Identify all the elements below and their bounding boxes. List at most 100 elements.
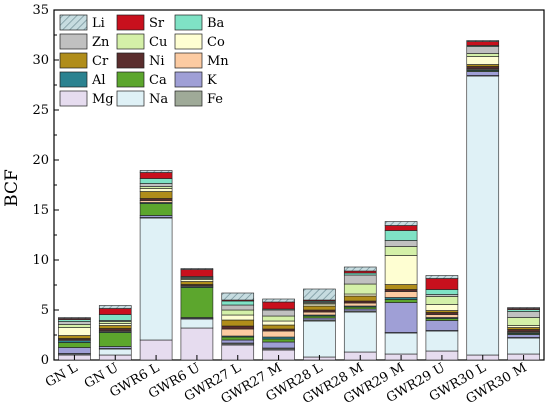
bar-segment-li (507, 307, 540, 309)
bar-segment-na (139, 217, 173, 341)
y-tick-label: 15 (32, 203, 49, 218)
bar-stack (180, 268, 214, 361)
bar-segment-cu (343, 283, 377, 295)
bar-stack (425, 275, 459, 361)
bar-segment-zn (262, 309, 295, 317)
bar-segment-ba (98, 314, 132, 321)
bar-segment-sr (466, 41, 500, 46)
legend-label: Sr (149, 16, 165, 31)
bar-segment-zn (139, 183, 173, 187)
y-tick-label: 20 (32, 153, 49, 168)
legend-label: Ni (149, 54, 165, 69)
bar-segment-sr (180, 269, 214, 277)
legend-swatch (174, 90, 203, 107)
bar-segment-co (58, 327, 91, 336)
bar-segment-sr (425, 278, 459, 290)
bar-segment-ba (139, 178, 173, 184)
bar-segment-mn (343, 302, 377, 307)
legend-item-mg: Mg (59, 90, 114, 107)
bar-segment-na (466, 75, 500, 356)
legend-item-sr: Sr (116, 14, 165, 31)
bar-segment-ca (384, 299, 418, 303)
bar-segment-li (303, 288, 336, 301)
bar-stack (343, 266, 377, 361)
bar-segment-cr (303, 305, 336, 311)
bar-segment-na (425, 330, 459, 352)
bar-segment-mn (139, 200, 173, 203)
bar-segment-li (98, 305, 132, 309)
bars (58, 40, 540, 361)
bar-segment-ba (221, 300, 255, 306)
bar-segment-ba (384, 230, 418, 241)
legend-swatch (59, 71, 88, 88)
bar-segment-zn (507, 311, 540, 318)
bar-stack (139, 170, 173, 361)
bar-segment-cr (180, 281, 214, 285)
legend-swatch (59, 52, 88, 69)
legend-swatch (116, 90, 145, 107)
legend-swatch (174, 33, 203, 50)
bar-segment-co (139, 188, 173, 192)
bar-segment-na (384, 332, 418, 355)
legend-label: Ba (207, 16, 225, 31)
bar-segment-cu (58, 324, 91, 328)
bar-segment-cr (139, 191, 173, 199)
legend-item-mn: Mn (174, 52, 229, 69)
bar-segment-na (507, 337, 540, 355)
bar-segment-ca (58, 342, 91, 348)
legend-item-ba: Ba (174, 14, 225, 31)
bar-segment-li (221, 292, 255, 301)
legend-item-fe: Fe (174, 90, 223, 107)
y-tick-label: 35 (32, 3, 49, 18)
bar-segment-cr (466, 64, 500, 67)
legend-item-ni: Ni (116, 52, 165, 69)
bar-stack (466, 40, 500, 361)
legend-item-zn: Zn (59, 33, 110, 50)
bar-stack (262, 298, 295, 361)
bar-segment-k (58, 347, 91, 354)
y-tick-label: 30 (32, 53, 49, 68)
bar-segment-co (384, 255, 418, 285)
legend-item-k: K (174, 71, 217, 88)
bar-segment-na (303, 320, 336, 358)
legend-item-al: Al (59, 71, 106, 88)
bar-segment-ca (98, 332, 132, 347)
legend-item-cr: Cr (59, 52, 109, 69)
legend-item-cu: Cu (116, 33, 167, 50)
bar-segment-cr (262, 324, 295, 330)
legend-swatch (116, 52, 145, 69)
bar-segment-sr (384, 225, 418, 231)
bar-segment-cu (507, 317, 540, 326)
bar-segment-cu (466, 53, 500, 57)
bar-segment-zn (384, 240, 418, 247)
y-tick-label: 0 (41, 353, 49, 368)
bar-segment-cr (98, 325, 132, 329)
legend-label: Co (207, 35, 225, 50)
bar-segment-li (425, 275, 459, 279)
bar-segment-na (180, 318, 214, 329)
legend-swatch (59, 14, 88, 31)
bar-segment-cr (58, 335, 91, 339)
legend-label: Ca (149, 73, 167, 88)
legend-label: Fe (207, 92, 223, 107)
bar-segment-ba (425, 289, 459, 295)
y-tick-label: 10 (32, 253, 49, 268)
bar-segment-li (180, 268, 214, 270)
bar-segment-ni (221, 325, 255, 330)
bar-segment-zn (58, 321, 91, 325)
bar-segment-cu (262, 315, 295, 322)
legend-label: Cu (149, 35, 167, 50)
y-axis: 0 5 10 15 20 25 30 35 (32, 3, 59, 368)
legend-label: Zn (92, 35, 110, 50)
bar-segment-k (507, 334, 540, 338)
bar-segment-co (262, 320, 295, 326)
legend-item-li: Li (59, 14, 105, 31)
y-axis-title: BCF (2, 169, 22, 207)
legend-label: K (207, 73, 217, 88)
bar-segment-k (139, 215, 173, 218)
legend-swatch (174, 71, 203, 88)
bar-segment-k (425, 320, 459, 331)
bar-segment-mn (303, 311, 336, 316)
legend-item-co: Co (174, 33, 225, 50)
